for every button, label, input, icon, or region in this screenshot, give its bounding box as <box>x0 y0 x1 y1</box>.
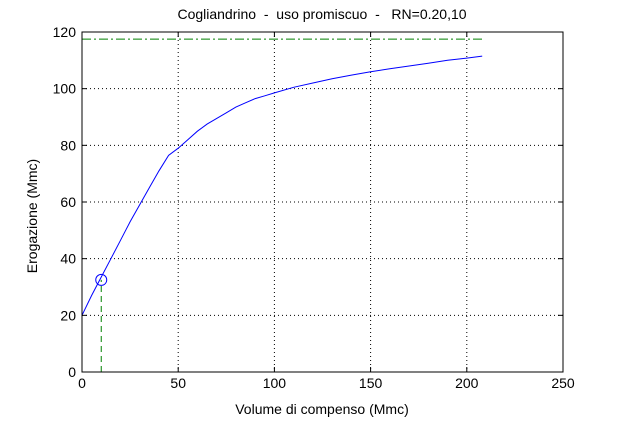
grid <box>82 32 563 372</box>
y-axis-label: Erogazione (Mmc) <box>24 159 40 273</box>
y-tick-label: 40 <box>60 251 76 267</box>
x-axis-label: Volume di compenso (Mmc) <box>235 401 409 417</box>
y-tick-label: 100 <box>53 81 77 97</box>
y-tick-labels: 0 20 40 60 80 100 120 <box>53 24 77 380</box>
series-line <box>81 55 483 316</box>
x-tick-label: 150 <box>359 375 383 391</box>
ticks <box>81 31 564 373</box>
x-tick-labels: 0 50 100 150 200 250 <box>78 375 575 391</box>
x-tick-label: 100 <box>263 375 287 391</box>
markers <box>95 273 108 286</box>
x-tick-label: 200 <box>455 375 479 391</box>
y-tick-label: 60 <box>60 194 76 210</box>
y-tick-label: 0 <box>68 364 76 380</box>
y-tick-label: 20 <box>60 307 76 323</box>
x-tick-label: 50 <box>170 375 186 391</box>
x-tick-label: 250 <box>551 375 575 391</box>
reference-lines <box>82 38 483 372</box>
chart-title: Cogliandrino - uso promiscuo - RN=0.20,1… <box>177 6 466 22</box>
y-tick-label: 120 <box>53 24 77 40</box>
series-layer <box>81 55 483 316</box>
x-tick-label: 0 <box>78 375 86 391</box>
y-tick-label: 80 <box>60 137 76 153</box>
circle-marker <box>95 273 108 286</box>
